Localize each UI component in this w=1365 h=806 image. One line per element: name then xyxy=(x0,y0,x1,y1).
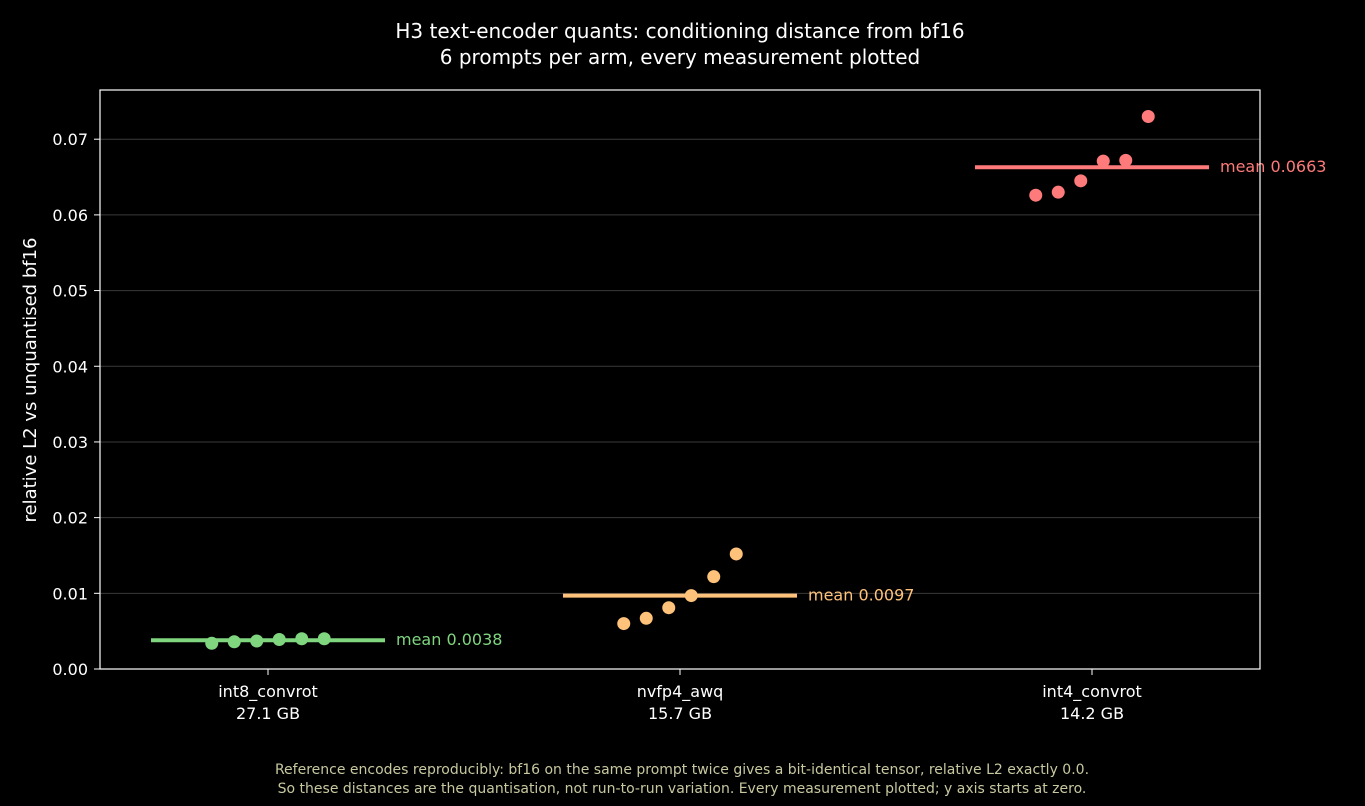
x-axis-categories: int8_convrot 27.1 GB nvfp4_awq 15.7 GB int4_… xyxy=(218,669,1142,723)
x-category-size: 14.2 GB xyxy=(1060,704,1124,723)
mean-label: mean 0.0097 xyxy=(808,586,914,605)
y-axis-ticks: 0.00 0.01 0.02 0.03 0.04 0.05 0.06 0.07 xyxy=(52,130,100,679)
x-category-size: 15.7 GB xyxy=(648,704,712,723)
data-point xyxy=(684,589,698,603)
grid-lines xyxy=(100,138,1260,594)
y-axis-label: relative L2 vs unquantised bf16 xyxy=(20,238,41,523)
y-tick-label: 0.03 xyxy=(52,433,88,452)
data-point xyxy=(1074,174,1088,188)
data-point xyxy=(295,632,309,646)
y-tick-label: 0.06 xyxy=(52,206,88,225)
data-point xyxy=(205,636,219,650)
x-category-size: 27.1 GB xyxy=(236,704,300,723)
y-tick-label: 0.02 xyxy=(52,509,88,528)
data-point xyxy=(1141,109,1155,123)
data-point xyxy=(317,632,331,646)
data-point xyxy=(729,547,743,561)
data-point xyxy=(617,617,631,631)
y-tick-label: 0.01 xyxy=(52,584,88,603)
data-point xyxy=(272,632,286,646)
data-point xyxy=(250,634,264,648)
series-int4_convrot: mean 0.0663 xyxy=(975,109,1326,202)
data-point xyxy=(1029,188,1043,202)
data-series: mean 0.0038 mean 0.0097 mean 0.0663 xyxy=(151,109,1326,650)
data-point xyxy=(662,601,676,615)
y-tick-label: 0.07 xyxy=(52,130,88,149)
chart-subtitle: 6 prompts per arm, every measurement plo… xyxy=(440,45,920,69)
chart-title: H3 text-encoder quants: conditioning dis… xyxy=(395,19,964,43)
series-nvfp4_awq: mean 0.0097 xyxy=(563,547,914,631)
data-point xyxy=(639,611,653,625)
x-category-label: nvfp4_awq xyxy=(637,682,724,702)
data-point xyxy=(227,635,241,649)
y-tick-label: 0.05 xyxy=(52,282,88,301)
mean-label: mean 0.0038 xyxy=(396,630,502,649)
x-category-label: int4_convrot xyxy=(1042,682,1142,702)
series-int8_convrot: mean 0.0038 xyxy=(151,630,502,650)
x-category-label: int8_convrot xyxy=(218,682,318,702)
mean-label: mean 0.0663 xyxy=(1220,157,1326,176)
footnote-line-2: So these distances are the quantisation,… xyxy=(278,781,1087,797)
footnote-line-1: Reference encodes reproducibly: bf16 on … xyxy=(275,762,1089,778)
data-point xyxy=(1096,154,1110,168)
y-tick-label: 0.04 xyxy=(52,357,88,376)
data-point xyxy=(1119,153,1133,167)
y-tick-label: 0.00 xyxy=(52,660,88,679)
data-point xyxy=(707,570,721,584)
data-point xyxy=(1051,185,1065,199)
plot-frame xyxy=(99,89,1261,670)
